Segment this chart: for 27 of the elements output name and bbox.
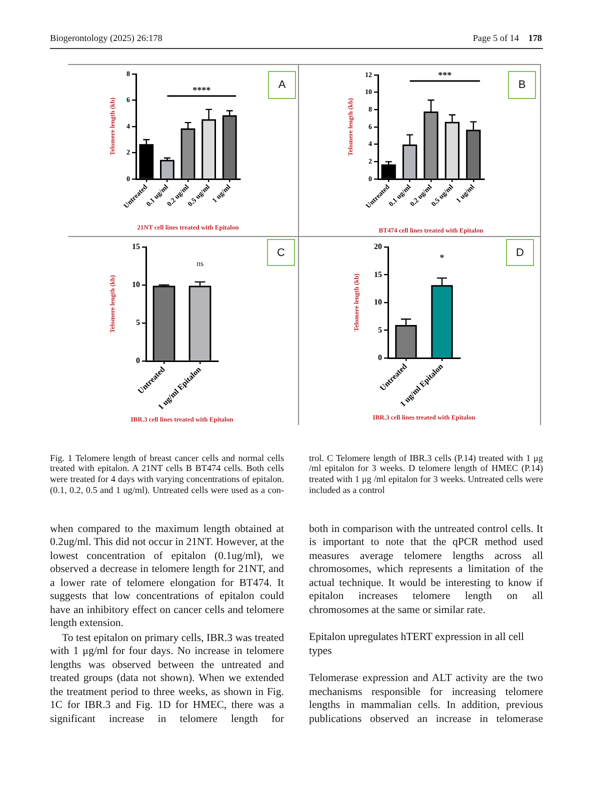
text: B [518,79,526,91]
text: Page 5 of 14 [472,33,519,44]
y-tick-label: 15 [374,270,382,279]
caption: Fig. 1 Telomere length of breast cancer cells and normal cells treated with epitalon. A 21NT cells B BT474 cells. Both cells were treated for 4 days with varying concentrations of epitalon. (0.1, 0.2, 0.5 and 1 ug/ml). Untreated cells were used as a con- [50,452,284,496]
y-tick-label: 10 [374,298,382,307]
y-tick-label: 5 [136,318,140,328]
y-tick-label: 10 [132,280,140,290]
text: both in comparison with the untreated control cells. It is important to note that the qPCR method used measures average telomere lengths across all chromosomes, which represents a limitation of the actual technique. It would be interesting to know if epitalon increases telomere length on all chromosomes at the same or similar rate. [309,522,543,617]
y-tick-label: 5 [378,325,382,334]
annotation: ns [196,259,204,268]
y-tick-label: 20 [374,242,382,252]
text: 178 [528,33,542,43]
annotation: * [440,252,445,262]
y-tick-label: 15 [132,242,140,252]
annotation: *** [438,70,452,80]
text: D [516,246,524,258]
text: trol. C Telomere length of IBR.3 cells (P.14) treated with 1 μg /ml epitalon for 3 weeks. D telomere length of HMEC (P.14) treated with 1 μg /ml epitalon for 3 weeks. Untreated cells were included as a control [309,452,543,496]
annotation: **** [192,84,212,95]
text: Epitalon upregulates hTERT expression in all cell types [309,631,526,658]
y-tick-label: 0 [136,356,140,366]
text: A [278,79,286,91]
text: Biogerontology (2025) 26:178 [50,33,164,44]
text: Telomerase expression and ALT activity are the two mechanisms responsible for increasing telomere lengths in mammalian cells. In addition, previous publications observed an increase in telomerase [309,672,543,726]
text: when compared to the maximum length obtained at 0.2ug/ml. This did not occur in 21NT. However, at the lowest concentration of epitalon (0.1ug/ml), we observed a decrease in telomere length for 21NT, and a lower rate of telomere elongation for BT474. It suggests that low concentrations of epitalon could have an inhibitory effect on cancer cells and telomere length extension. [50,522,284,630]
text: C [277,246,285,258]
text: To test epitalon on primary cells, IBR.3 was treated with 1 μg/ml for four days. No increase in telomere lengths was observed between the untreated and treated groups (data not shown). When we extended the treatment period to three weeks, as shown in Fig. 1C for IBR.3 and Fig. 1D for HMEC, there was a significant increase in telomere length for [50,632,284,726]
y-tick-label: 0 [378,353,382,362]
